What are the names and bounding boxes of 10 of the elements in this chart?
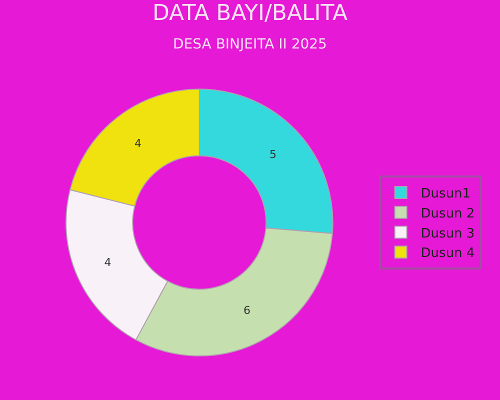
legend-label: Dusun 2 bbox=[420, 206, 475, 222]
data-label: 4 bbox=[134, 137, 142, 150]
legend-label: Dusun 3 bbox=[420, 226, 475, 242]
chart-title: DATA BAYI/BALITA bbox=[152, 1, 348, 26]
data-label: 4 bbox=[104, 256, 112, 270]
chart-subtitle: DESA BINJEITA II 2025 bbox=[173, 36, 327, 53]
legend-label: Dusun1 bbox=[420, 186, 471, 202]
data-label: 6 bbox=[244, 304, 251, 317]
legend-label: Dusun 4 bbox=[420, 246, 475, 262]
data-label: 5 bbox=[270, 148, 277, 162]
